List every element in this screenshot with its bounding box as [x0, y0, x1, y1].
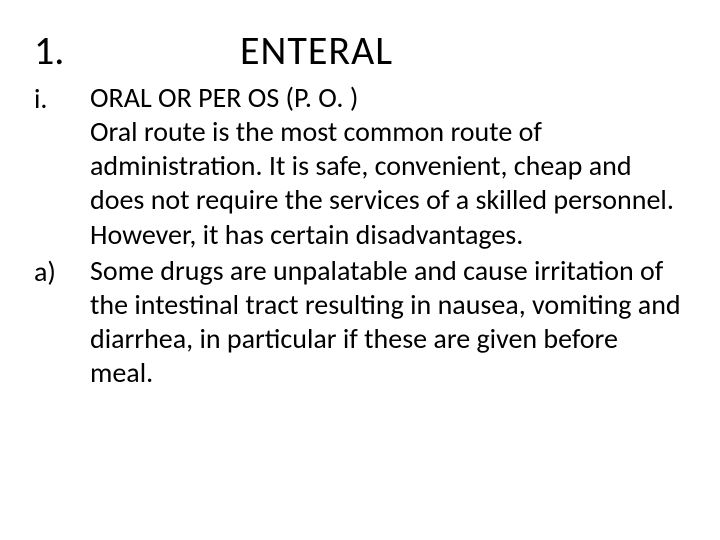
- list-item: a) Some drugs are unpalatable and cause …: [34, 254, 686, 391]
- slide-number: 1.: [34, 26, 90, 75]
- slide-title: ENTERAL: [240, 26, 393, 75]
- slide-header: 1. ENTERAL: [34, 26, 686, 75]
- list-item: i. ORAL OR PER OS (P. O. )Oral route is …: [34, 81, 686, 252]
- item-marker: a): [34, 254, 90, 391]
- item-list: i. ORAL OR PER OS (P. O. )Oral route is …: [34, 81, 686, 390]
- slide: { "header": { "number": "1.", "title": "…: [0, 0, 720, 540]
- item-text: Some drugs are unpalatable and cause irr…: [90, 254, 686, 391]
- item-marker: i.: [34, 81, 90, 252]
- item-text: ORAL OR PER OS (P. O. )Oral route is the…: [90, 81, 686, 252]
